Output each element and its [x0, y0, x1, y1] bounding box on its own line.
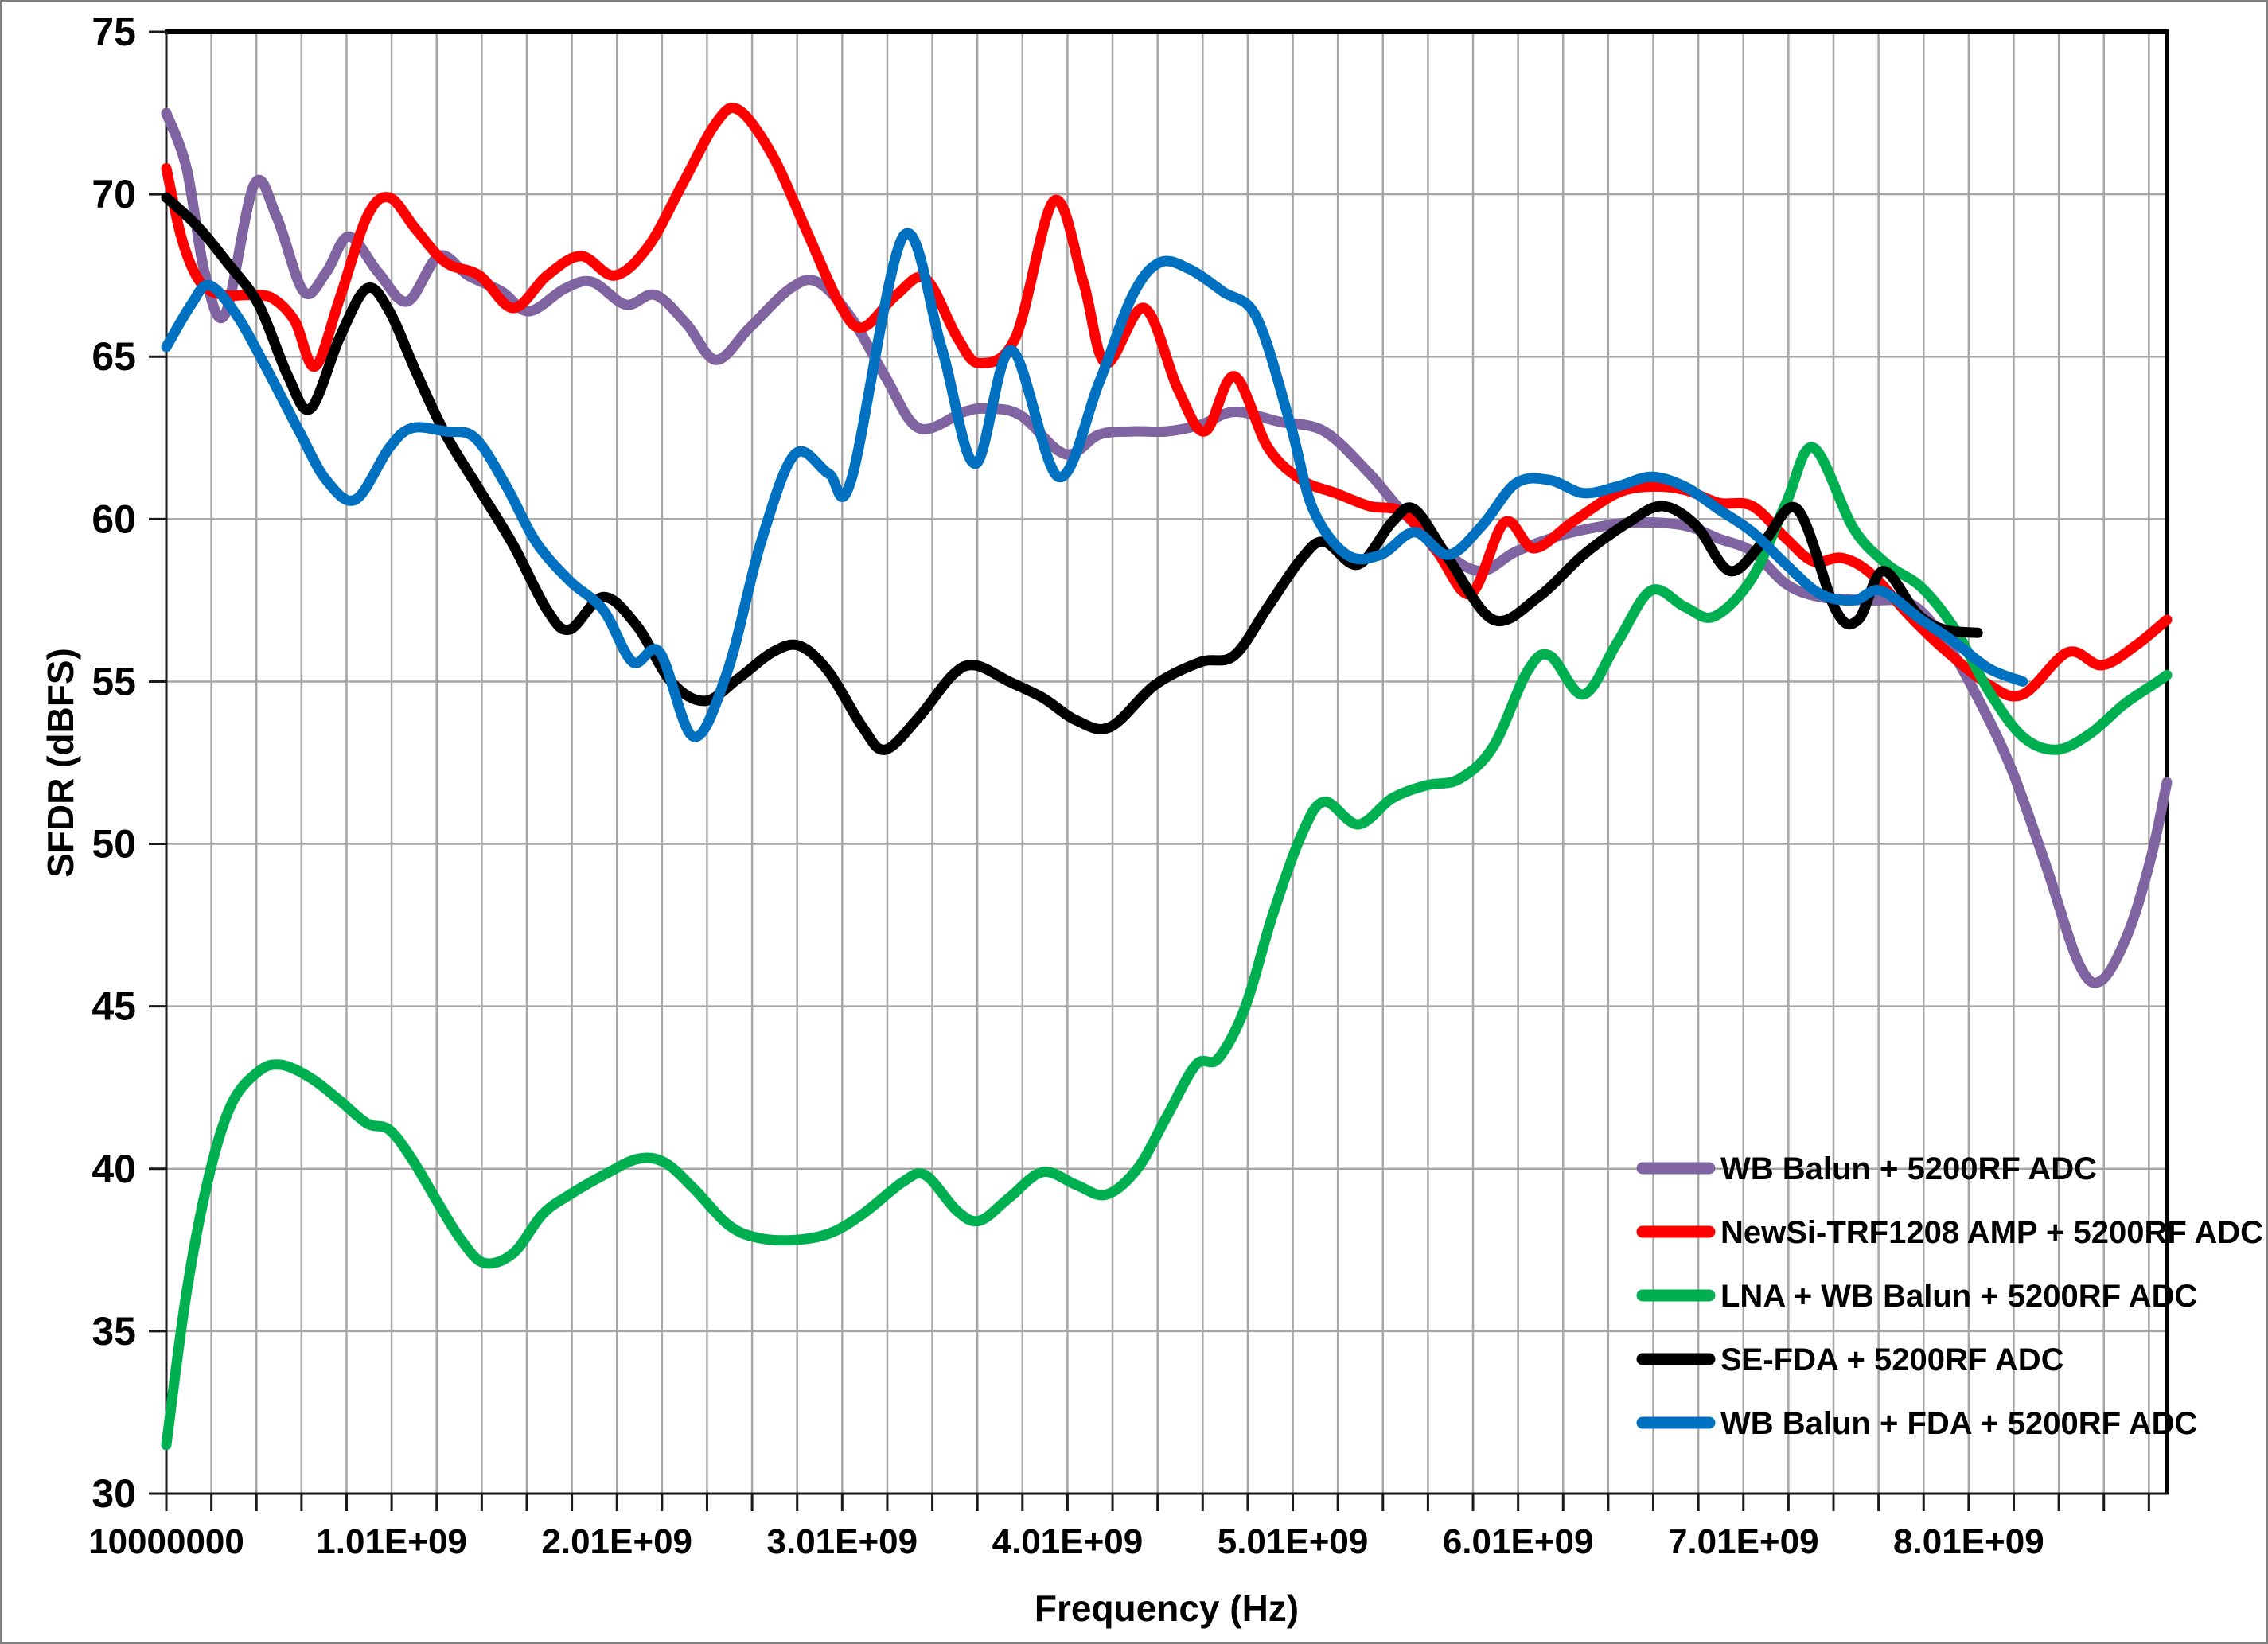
tick-labels: 75 70 65 60 55 50 45 40 35 30 10000000 1.01E+09 2.01…: [88, 10, 2044, 1561]
y-axis-title: SFDR (dBFS): [40, 648, 81, 878]
gridlines: [165, 32, 2167, 1494]
x-tick-label: 7.01E+09: [1668, 1522, 1819, 1561]
legend-item: SE-FDA + 5200RF ADC: [1636, 1342, 2064, 1377]
y-tick-label: 50: [92, 822, 136, 867]
y-tick-label: 75: [92, 10, 136, 54]
x-tick-label: 1.01E+09: [316, 1522, 467, 1561]
y-tick-label: 30: [92, 1471, 136, 1516]
legend-label: WB Balun + 5200RF ADC: [1720, 1151, 2097, 1186]
legend: WB Balun + 5200RF ADC NewSi-TRF1208 AMP +…: [1636, 1151, 2263, 1441]
x-tick-label: 2.01E+09: [541, 1522, 692, 1561]
series-line-5: [161, 228, 2028, 742]
x-tick-label: 5.01E+09: [1218, 1522, 1369, 1561]
y-tick-label: 70: [92, 172, 136, 216]
x-tick-label: 8.01E+09: [1893, 1522, 2044, 1561]
legend-item: LNA + WB Balun + 5200RF ADC: [1636, 1279, 2197, 1314]
y-tick-label: 60: [92, 497, 136, 541]
legend-item: NewSi-TRF1208 AMP + 5200RF ADC: [1636, 1215, 2263, 1250]
legend-label: LNA + WB Balun + 5200RF ADC: [1720, 1279, 2197, 1314]
legend-label: NewSi-TRF1208 AMP + 5200RF ADC: [1720, 1215, 2263, 1250]
legend-label: WB Balun + FDA + 5200RF ADC: [1720, 1406, 2197, 1441]
data-series-curves: [161, 103, 2173, 1451]
y-tick-label: 35: [92, 1309, 136, 1354]
x-tick-label: 4.01E+09: [992, 1522, 1144, 1561]
legend-label: SE-FDA + 5200RF ADC: [1720, 1342, 2064, 1377]
x-tick-label: 6.01E+09: [1443, 1522, 1594, 1561]
x-tick-label: 10000000: [88, 1522, 244, 1561]
axes: [149, 29, 2169, 1511]
x-tick-label: 3.01E+09: [767, 1522, 918, 1561]
y-tick-label: 45: [92, 984, 136, 1029]
series-line-4: [161, 192, 1983, 755]
y-tick-label: 40: [92, 1147, 136, 1191]
series-line-3: [161, 442, 2173, 1451]
y-tick-label: 55: [92, 659, 136, 703]
legend-item: WB Balun + 5200RF ADC: [1636, 1151, 2097, 1186]
y-tick-label: 65: [92, 334, 136, 379]
x-axis-title: Frequency (Hz): [1035, 1588, 1299, 1629]
legend-item: WB Balun + FDA + 5200RF ADC: [1636, 1406, 2197, 1441]
